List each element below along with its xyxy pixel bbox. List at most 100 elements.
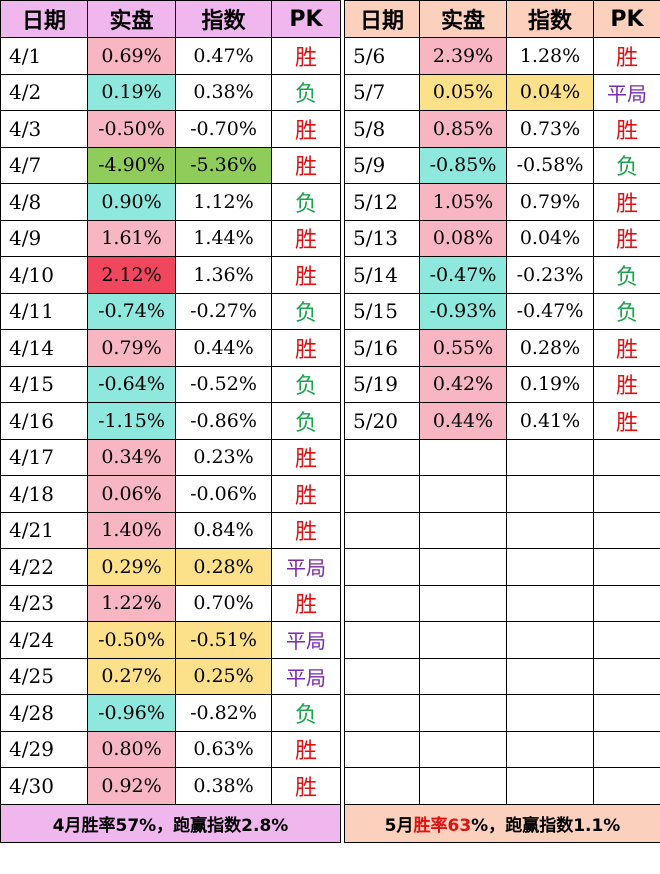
pk-cell <box>593 548 660 586</box>
index-cell: 0.79% <box>506 183 594 221</box>
date-cell: 4/10 <box>0 256 88 294</box>
header-row: 日期 实盘 指数 PK <box>344 0 660 38</box>
date-cell: 4/29 <box>0 730 88 768</box>
table-row: 4/24 -0.50% -0.51% 平局 <box>0 621 341 659</box>
table-row: 4/7 -4.90% -5.36% 胜 <box>0 146 341 184</box>
index-cell: 1.28% <box>506 37 594 75</box>
date-cell: 4/1 <box>0 37 88 75</box>
pk-cell <box>593 767 660 805</box>
index-cell: 0.70% <box>175 584 272 622</box>
table-row: 5/15 -0.93% -0.47% 负 <box>344 292 660 330</box>
index-cell: -0.82% <box>175 694 272 732</box>
actual-cell <box>419 548 507 586</box>
pk-cell: 胜 <box>271 438 341 476</box>
table-row: 5/9 -0.85% -0.58% 负 <box>344 146 660 184</box>
index-cell: -0.70% <box>175 110 272 148</box>
index-cell: 0.41% <box>506 402 594 440</box>
actual-cell: -0.74% <box>87 292 176 330</box>
index-cell: 0.84% <box>175 511 272 549</box>
table-row: 5/19 0.42% 0.19% 胜 <box>344 365 660 403</box>
table-row: 5/13 0.08% 0.04% 胜 <box>344 219 660 257</box>
date-cell: 5/6 <box>344 37 420 75</box>
index-cell: 0.04% <box>506 219 594 257</box>
actual-cell <box>419 475 507 513</box>
table-row: 4/17 0.34% 0.23% 胜 <box>0 438 341 476</box>
date-cell <box>344 657 420 695</box>
pk-cell: 负 <box>271 292 341 330</box>
pk-cell: 负 <box>271 365 341 403</box>
actual-cell <box>419 657 507 695</box>
index-cell: 0.73% <box>506 110 594 148</box>
pk-cell: 负 <box>271 694 341 732</box>
pk-cell <box>593 584 660 622</box>
index-cell: -0.27% <box>175 292 272 330</box>
pk-cell: 负 <box>271 402 341 440</box>
date-cell: 5/20 <box>344 402 420 440</box>
table-row <box>344 767 660 805</box>
table-row: 4/15 -0.64% -0.52% 负 <box>0 365 341 403</box>
actual-cell: -0.96% <box>87 694 176 732</box>
index-cell: -0.47% <box>506 292 594 330</box>
date-cell: 4/22 <box>0 548 88 586</box>
date-cell: 5/16 <box>344 329 420 367</box>
index-cell: 0.23% <box>175 438 272 476</box>
table-row <box>344 657 660 695</box>
actual-cell <box>419 694 507 732</box>
actual-cell: 0.19% <box>87 73 176 111</box>
date-cell: 4/14 <box>0 329 88 367</box>
pk-cell: 负 <box>271 73 341 111</box>
actual-cell: 0.42% <box>419 365 507 403</box>
header-index: 指数 <box>175 0 272 38</box>
table-row <box>344 475 660 513</box>
date-cell <box>344 767 420 805</box>
date-cell <box>344 475 420 513</box>
index-cell: -0.51% <box>175 621 272 659</box>
date-cell: 5/12 <box>344 183 420 221</box>
pk-cell: 胜 <box>271 110 341 148</box>
actual-cell: 1.61% <box>87 219 176 257</box>
pk-cell: 胜 <box>593 402 660 440</box>
pk-cell: 胜 <box>271 256 341 294</box>
actual-cell <box>419 438 507 476</box>
table-row <box>344 621 660 659</box>
table-row: 4/16 -1.15% -0.86% 负 <box>0 402 341 440</box>
actual-cell: 0.44% <box>419 402 507 440</box>
index-cell: 0.47% <box>175 37 272 75</box>
date-cell: 5/14 <box>344 256 420 294</box>
pk-cell: 胜 <box>593 365 660 403</box>
index-cell <box>506 438 594 476</box>
actual-cell: -0.64% <box>87 365 176 403</box>
index-cell: 0.28% <box>506 329 594 367</box>
actual-cell: 1.22% <box>87 584 176 622</box>
pk-cell <box>593 621 660 659</box>
index-cell <box>506 548 594 586</box>
date-cell: 5/15 <box>344 292 420 330</box>
table-row: 4/1 0.69% 0.47% 胜 <box>0 37 341 75</box>
header-date: 日期 <box>0 0 88 38</box>
actual-cell: 2.12% <box>87 256 176 294</box>
actual-cell: -0.47% <box>419 256 507 294</box>
table-row: 4/14 0.79% 0.44% 胜 <box>0 329 341 367</box>
index-cell: 1.12% <box>175 183 272 221</box>
table-row <box>344 694 660 732</box>
index-cell: 0.19% <box>506 365 594 403</box>
pk-cell: 胜 <box>271 329 341 367</box>
date-cell: 4/28 <box>0 694 88 732</box>
actual-cell: 0.90% <box>87 183 176 221</box>
table-row: 4/11 -0.74% -0.27% 负 <box>0 292 341 330</box>
date-cell: 5/8 <box>344 110 420 148</box>
index-cell: 0.25% <box>175 657 272 695</box>
table-row <box>344 730 660 768</box>
table-row: 4/25 0.27% 0.25% 平局 <box>0 657 341 695</box>
actual-cell: 0.08% <box>419 219 507 257</box>
index-cell <box>506 657 594 695</box>
table-row: 5/8 0.85% 0.73% 胜 <box>344 110 660 148</box>
actual-cell: 0.92% <box>87 767 176 805</box>
actual-cell: 0.79% <box>87 329 176 367</box>
index-cell <box>506 694 594 732</box>
date-cell: 4/2 <box>0 73 88 111</box>
pk-cell: 负 <box>593 256 660 294</box>
header-actual: 实盘 <box>87 0 176 38</box>
actual-cell: -0.93% <box>419 292 507 330</box>
date-cell <box>344 548 420 586</box>
